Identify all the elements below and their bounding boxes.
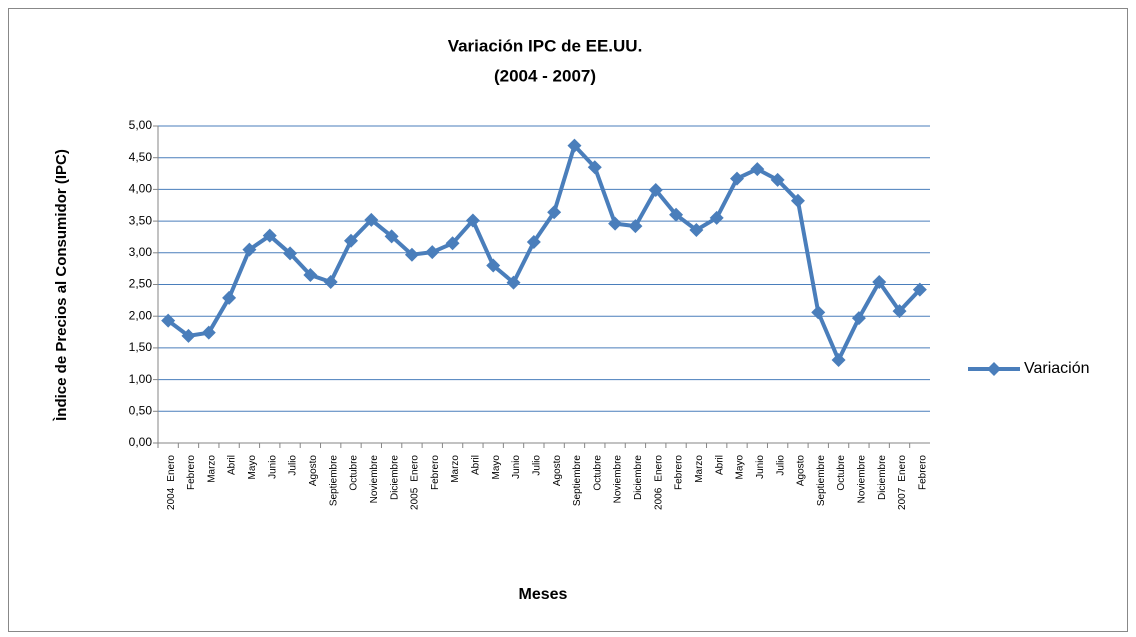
- marker: [709, 210, 724, 225]
- marker: [161, 313, 176, 328]
- x-tick-label: Abril: [471, 455, 482, 475]
- marker: [323, 274, 338, 289]
- x-tick-label: Mayo: [247, 455, 258, 480]
- x-group-label: 2004: [166, 487, 177, 510]
- marker: [242, 242, 257, 257]
- x-tick-label: Junio: [511, 455, 522, 479]
- x-tick-label: Agosto: [552, 455, 563, 487]
- marker: [344, 233, 358, 248]
- legend-label: Variación: [1024, 360, 1090, 377]
- x-tick-label: Junio: [755, 455, 766, 479]
- x-tick-label: Septiembre: [816, 455, 827, 507]
- marker: [811, 305, 826, 320]
- x-tick-label: Diciembre: [877, 455, 888, 500]
- marker: [730, 171, 744, 186]
- y-tick-label: 3,00: [129, 245, 153, 259]
- x-tick-label: Enero: [653, 455, 664, 482]
- y-tick-label: 1,50: [129, 340, 153, 354]
- x-tick-label: Junio: [267, 455, 278, 479]
- x-tick-label: Noviembre: [613, 455, 624, 504]
- marker: [669, 207, 684, 222]
- x-tick-label: Noviembre: [857, 455, 868, 504]
- x-tick-label: Julio: [775, 455, 786, 476]
- marker: [404, 247, 419, 262]
- chart-title: Variación IPC de EE.UU.: [448, 36, 643, 55]
- x-group-label: 2006: [653, 487, 664, 510]
- chart-frame: [8, 8, 1128, 632]
- x-group-label: 2007: [897, 487, 908, 510]
- x-tick-label: Julio: [531, 455, 542, 476]
- marker: [526, 235, 541, 250]
- marker: [912, 282, 927, 297]
- y-tick-label: 5,00: [129, 118, 153, 132]
- marker: [445, 236, 460, 251]
- y-axis-title: Ìndice de Precios al Consumidor (IPC): [53, 149, 70, 422]
- x-tick-label: Marzo: [450, 455, 461, 483]
- marker: [465, 213, 480, 228]
- y-tick-label: 4,50: [129, 150, 153, 164]
- marker: [364, 212, 379, 227]
- x-tick-label: Febrero: [674, 455, 685, 490]
- x-tick-label: Febrero: [186, 455, 197, 490]
- chart-subtitle: (2004 - 2007): [494, 66, 596, 85]
- marker: [689, 222, 704, 237]
- x-tick-label: Enero: [166, 455, 177, 482]
- y-tick-label: 3,50: [129, 213, 153, 227]
- x-group-label: 2005: [410, 487, 421, 510]
- marker: [628, 219, 643, 234]
- marker: [790, 193, 805, 208]
- x-tick-label: Mayo: [735, 455, 746, 480]
- marker: [892, 304, 907, 319]
- x-tick-label: Abril: [714, 455, 725, 475]
- x-tick-label: Febrero: [917, 455, 928, 490]
- marker: [770, 172, 785, 187]
- x-tick-label: Marzo: [206, 455, 217, 483]
- x-tick-label: Octubre: [836, 455, 847, 491]
- marker: [750, 162, 765, 177]
- marker: [648, 183, 663, 198]
- y-tick-label: 2,00: [129, 308, 153, 322]
- marker: [262, 228, 277, 243]
- marker: [486, 258, 501, 273]
- x-tick-label: Febrero: [430, 455, 441, 490]
- marker: [851, 311, 866, 326]
- marker: [201, 325, 216, 340]
- x-tick-label: Mayo: [491, 455, 502, 480]
- x-tick-label: Abril: [227, 455, 238, 475]
- y-tick-label: 0,00: [129, 435, 153, 449]
- x-axis-title: Meses: [519, 586, 568, 603]
- marker: [181, 328, 196, 343]
- y-tick-label: 2,50: [129, 277, 153, 291]
- x-tick-label: Diciembre: [389, 455, 400, 500]
- y-tick-label: 1,00: [129, 372, 153, 386]
- marker: [831, 352, 846, 367]
- marker: [384, 229, 399, 244]
- x-tick-label: Octubre: [349, 455, 360, 491]
- x-tick-label: Agosto: [308, 455, 319, 487]
- x-tick-label: Diciembre: [633, 455, 644, 500]
- marker: [587, 160, 602, 175]
- x-tick-label: Enero: [410, 455, 421, 482]
- x-tick-label: Julio: [288, 455, 299, 476]
- marker: [303, 267, 318, 282]
- y-tick-label: 0,50: [129, 403, 153, 417]
- marker: [283, 246, 298, 261]
- marker: [608, 216, 623, 231]
- marker: [872, 274, 887, 289]
- marker: [506, 275, 521, 290]
- marker: [547, 205, 562, 220]
- x-tick-label: Agosto: [796, 455, 807, 487]
- x-tick-label: Septiembre: [328, 455, 339, 507]
- x-tick-label: Septiembre: [572, 455, 583, 507]
- y-tick-label: 4,00: [129, 182, 153, 196]
- x-tick-label: Enero: [897, 455, 908, 482]
- x-tick-label: Octubre: [592, 455, 603, 491]
- marker: [425, 245, 440, 260]
- legend-marker: [987, 362, 1001, 376]
- marker: [222, 290, 237, 305]
- x-tick-label: Marzo: [694, 455, 705, 483]
- marker: [567, 138, 582, 153]
- x-tick-label: Noviembre: [369, 455, 380, 504]
